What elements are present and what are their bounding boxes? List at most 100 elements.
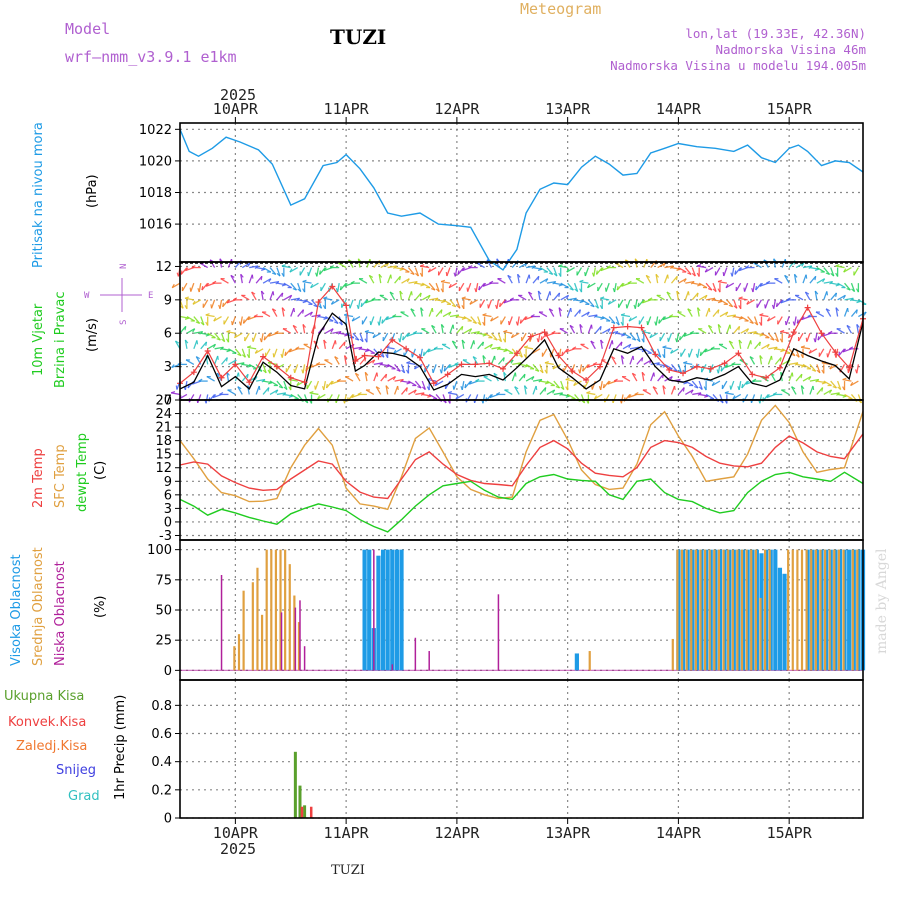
wind-arrow-head xyxy=(708,324,713,329)
wind-arrow-head xyxy=(398,338,401,343)
wind-arrow xyxy=(331,316,339,324)
wind-arrow-head xyxy=(842,377,847,381)
wind-arrow xyxy=(255,385,260,395)
wind-arrow-head xyxy=(472,356,477,360)
wind-arrow-head xyxy=(698,386,703,390)
wind-arrow-head xyxy=(242,319,245,324)
wind-arrow-head xyxy=(435,288,440,293)
wind-arrow xyxy=(797,332,804,342)
wind-arrow-head xyxy=(586,391,591,394)
cloud-unit: (%) xyxy=(93,596,108,619)
wind-arrow-head xyxy=(175,340,180,344)
wind-arrow-head xyxy=(295,346,300,350)
wind-arrow xyxy=(184,297,194,301)
wind-arrow xyxy=(373,362,383,366)
wind-arrow-head xyxy=(683,382,688,385)
wind-arrow xyxy=(440,280,451,284)
wind-arrow-head xyxy=(821,382,826,385)
wind-arrow xyxy=(473,394,479,404)
wind-arrow-head xyxy=(292,324,297,329)
wind-arrow-head xyxy=(502,338,506,343)
mid-cloud-bar xyxy=(805,549,808,671)
wind-arrow xyxy=(401,278,410,284)
wind-arrow xyxy=(809,363,817,372)
wind-label-2: Brzina i Pravac xyxy=(53,291,68,388)
wind-arrow xyxy=(525,274,530,284)
wind-arrow xyxy=(816,387,824,395)
wind-arrow-head xyxy=(687,291,690,296)
wind-arrow-head xyxy=(590,304,595,308)
wind-arrow xyxy=(262,267,272,273)
wind-arrow xyxy=(464,380,472,389)
wind-arrow xyxy=(691,292,699,301)
wind-arrow xyxy=(302,364,306,374)
wind-arrow-head xyxy=(759,334,764,337)
wind-arrow xyxy=(394,275,401,284)
wind-arrow xyxy=(853,267,859,276)
wind-arrow-head xyxy=(729,385,732,390)
wind-gust-point xyxy=(416,354,423,361)
wind-arrow xyxy=(754,341,761,350)
wind-arrow-head xyxy=(704,295,708,300)
wind-arrow xyxy=(794,294,804,301)
wind-arrow xyxy=(408,280,418,284)
wind-arrow xyxy=(514,386,520,395)
wind-arrow xyxy=(560,393,570,397)
wind-arrow-head xyxy=(549,291,552,296)
wind-arrow-head xyxy=(292,288,297,291)
wind-arrow-head xyxy=(725,283,729,288)
wind-gust-point xyxy=(190,369,197,376)
mid-cloud-bar xyxy=(265,549,268,671)
wind-arrow-head xyxy=(794,273,798,278)
wind-arrow-head xyxy=(662,385,666,390)
wind-arrow xyxy=(738,297,748,301)
mid-cloud-bar xyxy=(708,549,711,671)
low-cloud-bar xyxy=(497,594,500,671)
mid-cloud-bar xyxy=(699,549,702,671)
wind-arrow-head xyxy=(263,336,266,341)
wind-arrow-head xyxy=(821,387,824,392)
wind-arrow-head xyxy=(413,389,417,394)
wind-arrow-head xyxy=(670,349,674,354)
wind-arrow-head xyxy=(184,326,187,331)
wind-arrow xyxy=(477,332,487,336)
wind-arrow-head xyxy=(469,328,473,333)
wind-arrow-head xyxy=(738,296,743,299)
wind-arrow-head xyxy=(385,316,390,321)
wind-arrow-head xyxy=(469,300,473,305)
wind-arrow-head xyxy=(344,355,348,360)
wind-arrow-head xyxy=(427,395,432,398)
wind-arrow-head xyxy=(653,372,655,377)
wind-arrow xyxy=(843,267,852,273)
wind-arrow-head xyxy=(745,328,750,333)
wind-gust-point xyxy=(343,302,350,309)
wind-arrow-head xyxy=(822,278,826,283)
wind-arrow xyxy=(190,282,195,292)
wind-arrow xyxy=(482,394,486,404)
wind-arrow xyxy=(785,316,790,326)
wind-arrow-head xyxy=(600,267,604,272)
wind-arrow xyxy=(422,393,432,397)
wind-arrow xyxy=(586,392,596,396)
wind-arrow-head xyxy=(741,383,744,389)
wind-arrow xyxy=(626,299,631,309)
wind-arrow-head xyxy=(565,386,569,391)
wind-arrow xyxy=(808,348,818,354)
wind-arrow-head xyxy=(283,386,288,390)
wind-arrow-head xyxy=(296,381,300,386)
wind-arrow xyxy=(508,316,513,326)
cloud-label-3: Niska Oblacnost xyxy=(53,561,68,666)
wind-arrow-head xyxy=(641,299,646,304)
wind-arrow xyxy=(806,333,811,342)
wind-arrow-head xyxy=(689,330,694,334)
wind-arrow-head xyxy=(493,355,496,360)
wind-arrow-head xyxy=(262,369,267,374)
wind-arrow xyxy=(738,339,742,349)
wind-arrow-head xyxy=(855,309,858,314)
wind-arrow xyxy=(580,394,586,404)
wind-arrow-head xyxy=(417,385,422,389)
temp-label-3: dewpt Temp xyxy=(75,433,90,512)
wind-arrow-head xyxy=(579,300,584,304)
